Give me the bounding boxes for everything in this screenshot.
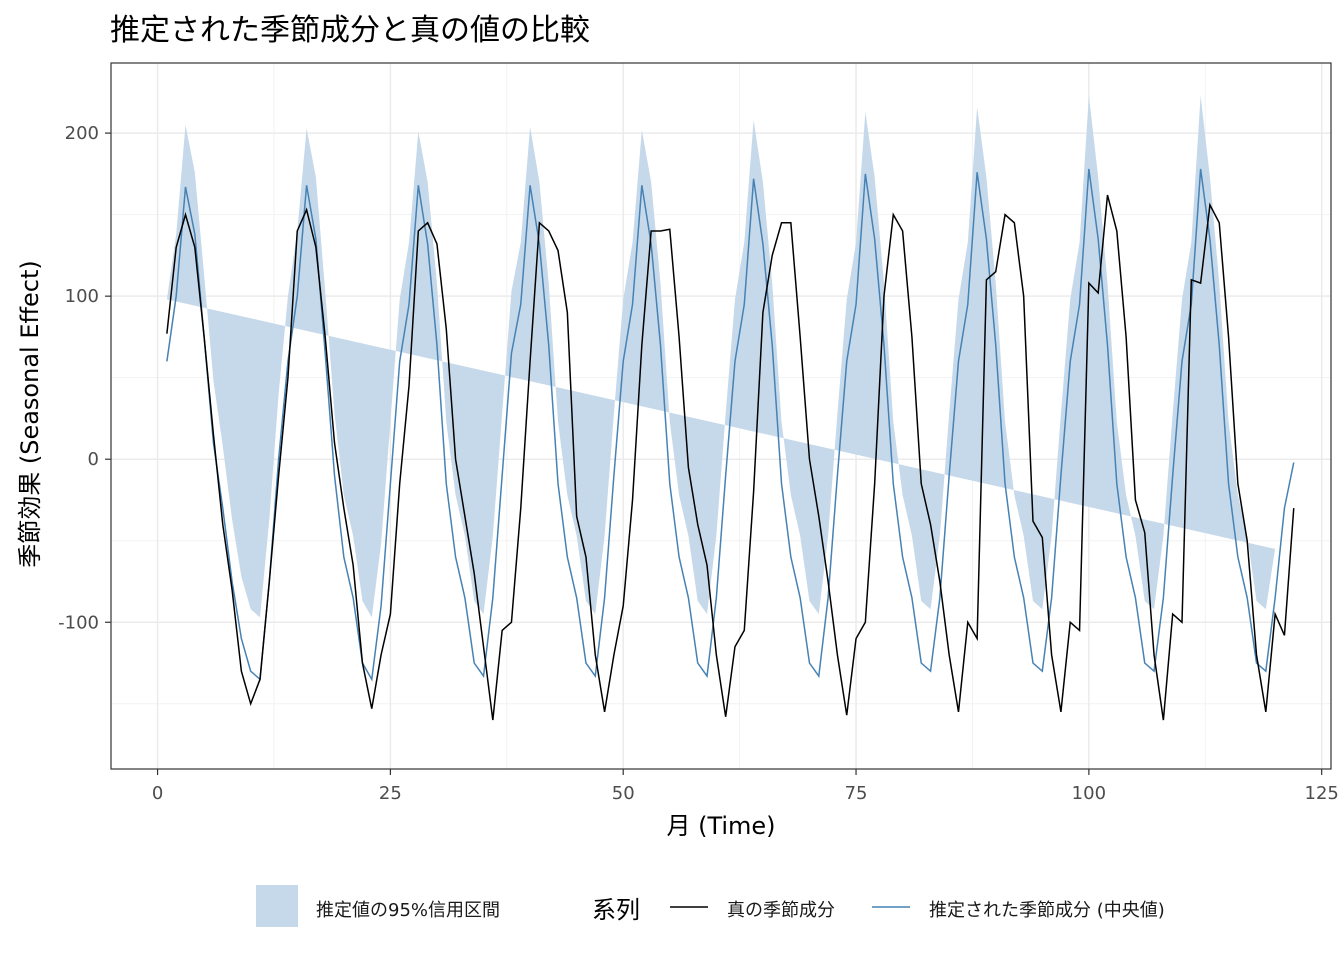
legend: 推定値の95%信用区間 系列 真の季節成分 推定された季節成分 (中央値) (256, 885, 1165, 927)
y-tick-label: -100 (58, 612, 99, 633)
legend-ribbon-swatch (256, 885, 298, 927)
x-axis-ticks: 0 25 50 75 100 125 (152, 769, 1339, 804)
x-tick-label: 0 (152, 783, 163, 804)
y-axis-title: 季節効果 (Seasonal Effect) (16, 260, 44, 568)
plot-panel (110, 62, 1332, 770)
x-tick-label: 50 (612, 783, 635, 804)
x-axis-title: 月 (Time) (666, 812, 775, 840)
true-seasonal-line (166, 194, 1295, 721)
estimated-seasonal-line (166, 168, 1295, 682)
panel-background (111, 63, 1331, 769)
chart-title: 推定された季節成分と真の値の比較 (110, 13, 590, 48)
legend-ribbon-label: 推定値の95%信用区間 (316, 900, 500, 921)
x-tick-label: 100 (1072, 783, 1106, 804)
legend-true-label: 真の季節成分 (727, 900, 835, 921)
y-tick-label: 100 (65, 286, 99, 307)
credible-interval-ribbon (166, 95, 1276, 618)
legend-series-title: 系列 (592, 896, 640, 924)
panel-border (110, 62, 1332, 770)
x-tick-label: 125 (1305, 783, 1339, 804)
y-axis-ticks: -100 0 100 200 (58, 123, 111, 633)
x-tick-label: 25 (379, 783, 402, 804)
y-tick-label: 0 (88, 449, 99, 470)
legend-estimate-label: 推定された季節成分 (中央値) (929, 900, 1165, 921)
y-tick-label: 200 (65, 123, 99, 144)
x-tick-label: 75 (845, 783, 868, 804)
